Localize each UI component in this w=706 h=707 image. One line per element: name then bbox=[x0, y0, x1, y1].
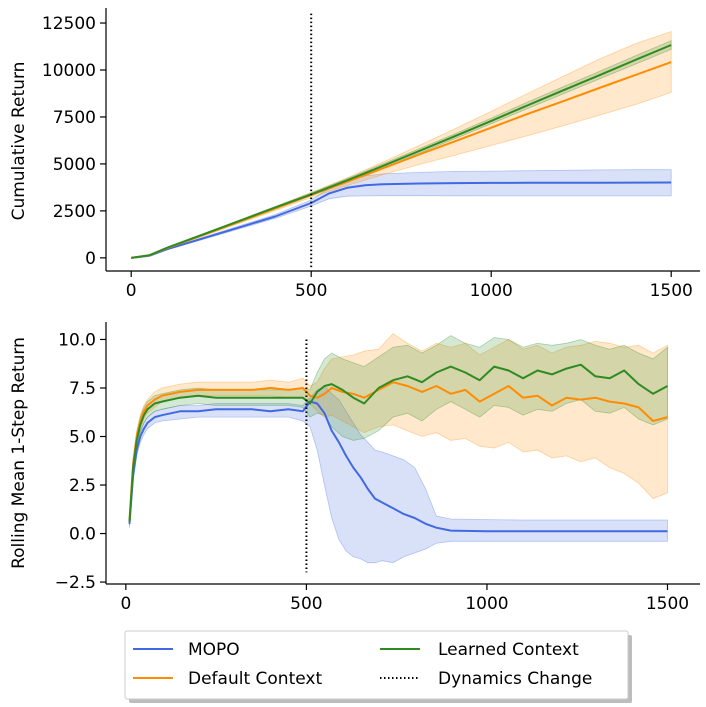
y-tick-label: 10.0 bbox=[58, 330, 96, 350]
y-axis-label: Cumulative Return bbox=[9, 62, 29, 221]
legend-entry-mopo: MOPO bbox=[133, 640, 240, 660]
x-tick-label: 1500 bbox=[650, 281, 693, 301]
x-ticks: 0 500 1000 1500 bbox=[126, 271, 693, 301]
x-tick-label: 500 bbox=[295, 281, 327, 301]
series-lines bbox=[131, 44, 672, 259]
y-tick-label: 12500 bbox=[42, 14, 96, 34]
rolling-mean-return-chart: 0 500 1000 1500 −2.5 0.0 2.5 5.0 7.5 10.0 Rollin… bbox=[9, 322, 700, 614]
legend-entry-default-context: Default Context bbox=[133, 669, 322, 689]
x-tick-label: 1000 bbox=[465, 594, 508, 614]
y-tick-label: 5000 bbox=[53, 155, 96, 175]
y-tick-label: 5.0 bbox=[69, 428, 96, 448]
y-tick-label: 7.5 bbox=[69, 379, 96, 399]
learned-context-line bbox=[131, 44, 672, 259]
legend-entry-dynamics-change: Dynamics Change bbox=[380, 669, 592, 689]
y-tick-label: 2500 bbox=[53, 202, 96, 222]
cumulative-return-chart: 0 500 1000 1500 0 2500 5000 7500 10000 12500 Cum… bbox=[9, 8, 700, 301]
legend-label: Learned Context bbox=[438, 640, 579, 660]
y-ticks: −2.5 0.0 2.5 5.0 7.5 10.0 bbox=[55, 330, 106, 593]
legend-entry-learned-context: Learned Context bbox=[380, 640, 579, 660]
x-tick-label: 500 bbox=[290, 594, 322, 614]
y-tick-label: 2.5 bbox=[69, 476, 96, 496]
legend-label: Default Context bbox=[188, 669, 322, 689]
x-tick-label: 0 bbox=[126, 281, 137, 301]
mopo-line bbox=[128, 400, 668, 533]
x-tick-label: 1500 bbox=[646, 594, 689, 614]
learned-context-line bbox=[128, 363, 668, 522]
series-lines bbox=[128, 363, 668, 533]
x-tick-label: 1000 bbox=[470, 281, 513, 301]
y-tick-label: 0 bbox=[85, 249, 96, 269]
confidence-bands bbox=[129, 333, 668, 564]
default-context-line bbox=[128, 381, 668, 521]
mopo-line bbox=[131, 181, 672, 259]
y-axis-label: Rolling Mean 1-Step Return bbox=[9, 337, 29, 569]
x-ticks: 0 500 1000 1500 bbox=[120, 584, 689, 614]
x-tick-label: 0 bbox=[120, 594, 131, 614]
y-ticks: 0 2500 5000 7500 10000 12500 bbox=[42, 14, 106, 269]
y-tick-label: 0.0 bbox=[69, 525, 96, 545]
y-tick-label: 7500 bbox=[53, 108, 96, 128]
legend-frame bbox=[124, 630, 629, 700]
default-context-band bbox=[131, 30, 672, 259]
legend-label: MOPO bbox=[188, 640, 240, 660]
y-tick-label: 10000 bbox=[42, 61, 96, 81]
y-tick-label: −2.5 bbox=[55, 573, 96, 593]
legend-label: Dynamics Change bbox=[438, 669, 592, 689]
confidence-bands bbox=[131, 30, 672, 259]
mopo-band bbox=[129, 385, 668, 564]
legend: MOPO Default Context Learned Context Dyn… bbox=[124, 630, 632, 703]
